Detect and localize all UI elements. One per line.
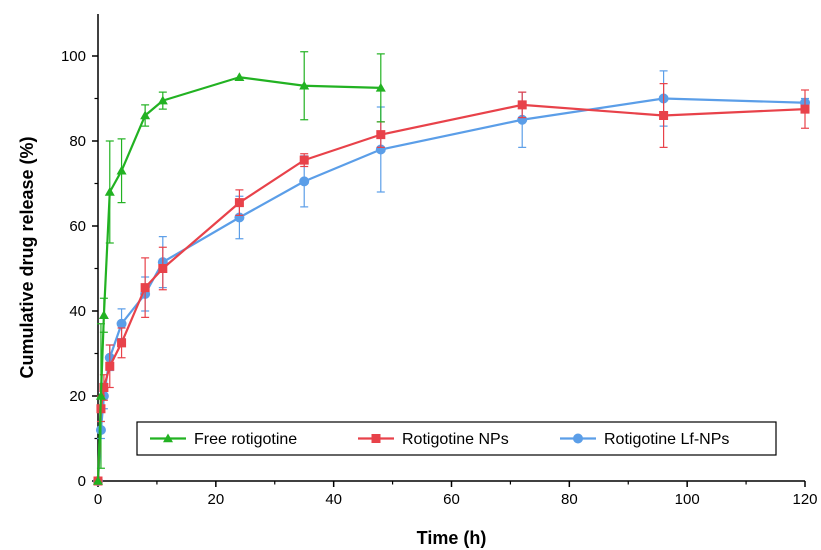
x-tick-label: 20 [207,491,224,508]
y-tick-label: 20 [69,388,86,405]
data-point-triangle [116,165,127,175]
y-tick-label: 60 [69,218,86,235]
data-point-square [105,361,115,371]
data-point-square [117,338,127,348]
data-point-triangle [140,110,151,120]
legend-label: Rotigotine Lf-NPs [604,431,729,448]
y-tick-label: 100 [61,48,86,65]
legend-item: Free rotigotine [150,431,297,448]
legend-box [136,421,777,456]
data-point-square [234,198,244,208]
y-tick-label: 40 [69,303,86,320]
data-point-circle [116,318,127,329]
data-point-square [140,283,150,293]
x-tick-label: 60 [443,491,460,508]
legend-item: Rotigotine NPs [358,431,509,448]
data-point-triangle [375,82,386,92]
legend-item: Rotigotine Lf-NPs [560,431,729,448]
x-tick-label: 120 [792,491,817,508]
data-point-square [800,104,810,114]
x-tick-label: 80 [561,491,578,508]
data-point-triangle [163,433,173,443]
legend-label: Rotigotine NPs [402,431,509,448]
y-axis-title: Cumulative drug release (%) [17,136,37,378]
data-point-circle [573,433,583,444]
data-point-triangle [93,476,103,485]
axes: 0 20 40 60 80 100 120 0 20 40 60 80 100 [61,14,818,508]
series-free-rotigotine [93,51,386,485]
data-point-triangle [234,72,245,81]
x-tick-label: 100 [675,491,700,508]
series-line [96,76,381,482]
data-point-square [158,264,168,273]
y-tick-label: 0 [78,473,86,490]
data-point-triangle [95,391,106,400]
data-point-square [517,100,527,110]
data-point-square [659,111,669,120]
data-point-square [299,155,309,165]
data-point-square [99,383,109,392]
data-point-square [371,434,381,443]
data-point-square [376,130,386,140]
data-point-triangle [157,95,168,105]
x-tick-label: 40 [325,491,342,508]
x-axis-title: Time (h) [417,528,487,548]
data-point-triangle [299,80,310,90]
data-point-triangle [104,187,115,196]
y-tick-label: 80 [69,133,86,150]
legend-label: Free rotigotine [194,431,297,448]
data-point-circle [299,176,310,187]
x-tick-label: 0 [94,491,102,508]
legend: Free rotigotine Rotigotine NPs Rotigotine … [136,421,777,456]
chart-marks [93,51,810,486]
data-point-triangle [98,310,109,319]
